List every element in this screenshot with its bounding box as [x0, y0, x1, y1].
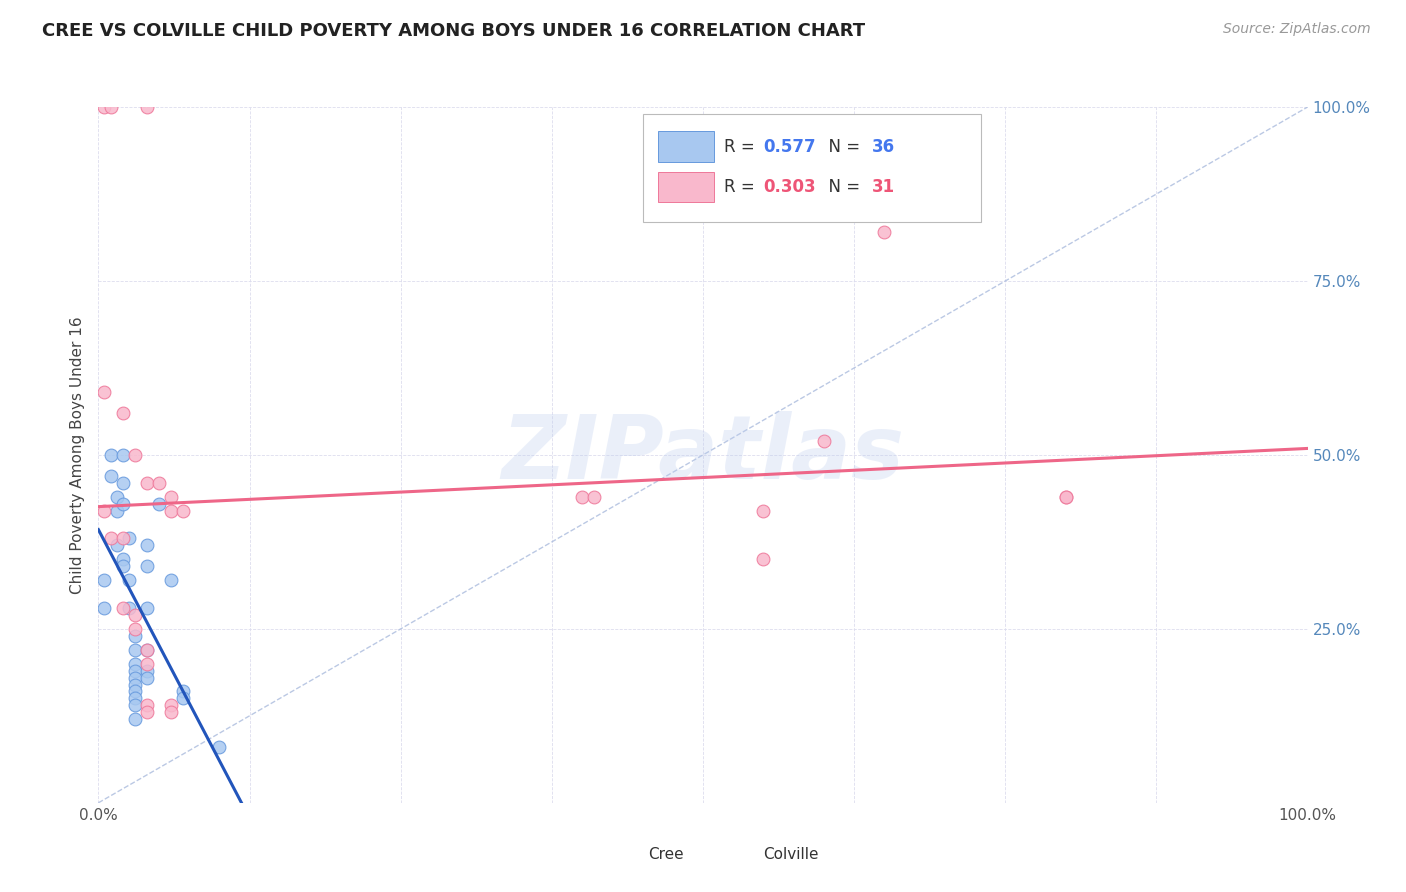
- Text: N =: N =: [818, 178, 865, 196]
- Point: [124, 657, 146, 671]
- Point: [124, 642, 146, 657]
- Point: [111, 552, 134, 566]
- Y-axis label: Child Poverty Among Boys Under 16: Child Poverty Among Boys Under 16: [70, 316, 86, 594]
- Point: [160, 573, 183, 587]
- Point: [160, 490, 183, 504]
- Point: [160, 706, 183, 720]
- Point: [100, 100, 122, 114]
- FancyBboxPatch shape: [643, 114, 981, 222]
- Point: [1054, 490, 1077, 504]
- Point: [148, 497, 170, 511]
- Text: R =: R =: [724, 178, 759, 196]
- Text: 31: 31: [872, 178, 896, 196]
- Text: 36: 36: [872, 137, 896, 156]
- Point: [583, 490, 606, 504]
- Point: [1054, 490, 1077, 504]
- Point: [135, 706, 157, 720]
- Point: [135, 559, 157, 574]
- Point: [135, 538, 157, 552]
- Point: [111, 532, 134, 546]
- Point: [111, 475, 134, 490]
- Point: [93, 601, 115, 615]
- Point: [111, 448, 134, 462]
- Point: [752, 552, 775, 566]
- Point: [124, 698, 146, 713]
- Point: [111, 497, 134, 511]
- Text: ZIPatlas: ZIPatlas: [502, 411, 904, 499]
- Point: [172, 503, 194, 517]
- Point: [105, 538, 128, 552]
- FancyBboxPatch shape: [603, 845, 630, 865]
- Point: [124, 691, 146, 706]
- Point: [111, 601, 134, 615]
- Text: Cree: Cree: [648, 847, 685, 863]
- Point: [135, 601, 157, 615]
- Point: [571, 490, 593, 504]
- Point: [135, 475, 157, 490]
- Point: [135, 671, 157, 685]
- Point: [124, 607, 146, 622]
- Point: [160, 698, 183, 713]
- Point: [124, 684, 146, 698]
- Point: [172, 691, 194, 706]
- Point: [124, 677, 146, 691]
- Point: [135, 642, 157, 657]
- Point: [93, 503, 115, 517]
- Point: [93, 385, 115, 400]
- Point: [124, 629, 146, 643]
- Text: 0.577: 0.577: [763, 137, 815, 156]
- Text: Colville: Colville: [763, 847, 818, 863]
- FancyBboxPatch shape: [658, 131, 714, 162]
- Point: [124, 622, 146, 636]
- Point: [105, 503, 128, 517]
- Text: CREE VS COLVILLE CHILD POVERTY AMONG BOYS UNDER 16 CORRELATION CHART: CREE VS COLVILLE CHILD POVERTY AMONG BOY…: [42, 22, 865, 40]
- Point: [100, 468, 122, 483]
- Point: [111, 406, 134, 420]
- Point: [160, 503, 183, 517]
- Point: [124, 448, 146, 462]
- Point: [105, 490, 128, 504]
- Point: [208, 740, 231, 755]
- Text: 0.303: 0.303: [763, 178, 815, 196]
- FancyBboxPatch shape: [658, 172, 714, 202]
- Point: [118, 573, 141, 587]
- Text: N =: N =: [818, 137, 865, 156]
- Point: [93, 100, 115, 114]
- Point: [93, 573, 115, 587]
- Text: R =: R =: [724, 137, 759, 156]
- Point: [124, 671, 146, 685]
- Point: [873, 225, 896, 239]
- Text: Source: ZipAtlas.com: Source: ZipAtlas.com: [1223, 22, 1371, 37]
- Point: [100, 448, 122, 462]
- Point: [135, 698, 157, 713]
- Point: [124, 712, 146, 726]
- Point: [118, 532, 141, 546]
- Point: [148, 475, 170, 490]
- Point: [118, 601, 141, 615]
- Point: [135, 100, 157, 114]
- Point: [111, 559, 134, 574]
- Point: [135, 664, 157, 678]
- Point: [135, 657, 157, 671]
- Point: [135, 642, 157, 657]
- Point: [124, 664, 146, 678]
- Point: [752, 503, 775, 517]
- Point: [813, 434, 835, 448]
- Point: [172, 684, 194, 698]
- FancyBboxPatch shape: [718, 845, 745, 865]
- Point: [100, 532, 122, 546]
